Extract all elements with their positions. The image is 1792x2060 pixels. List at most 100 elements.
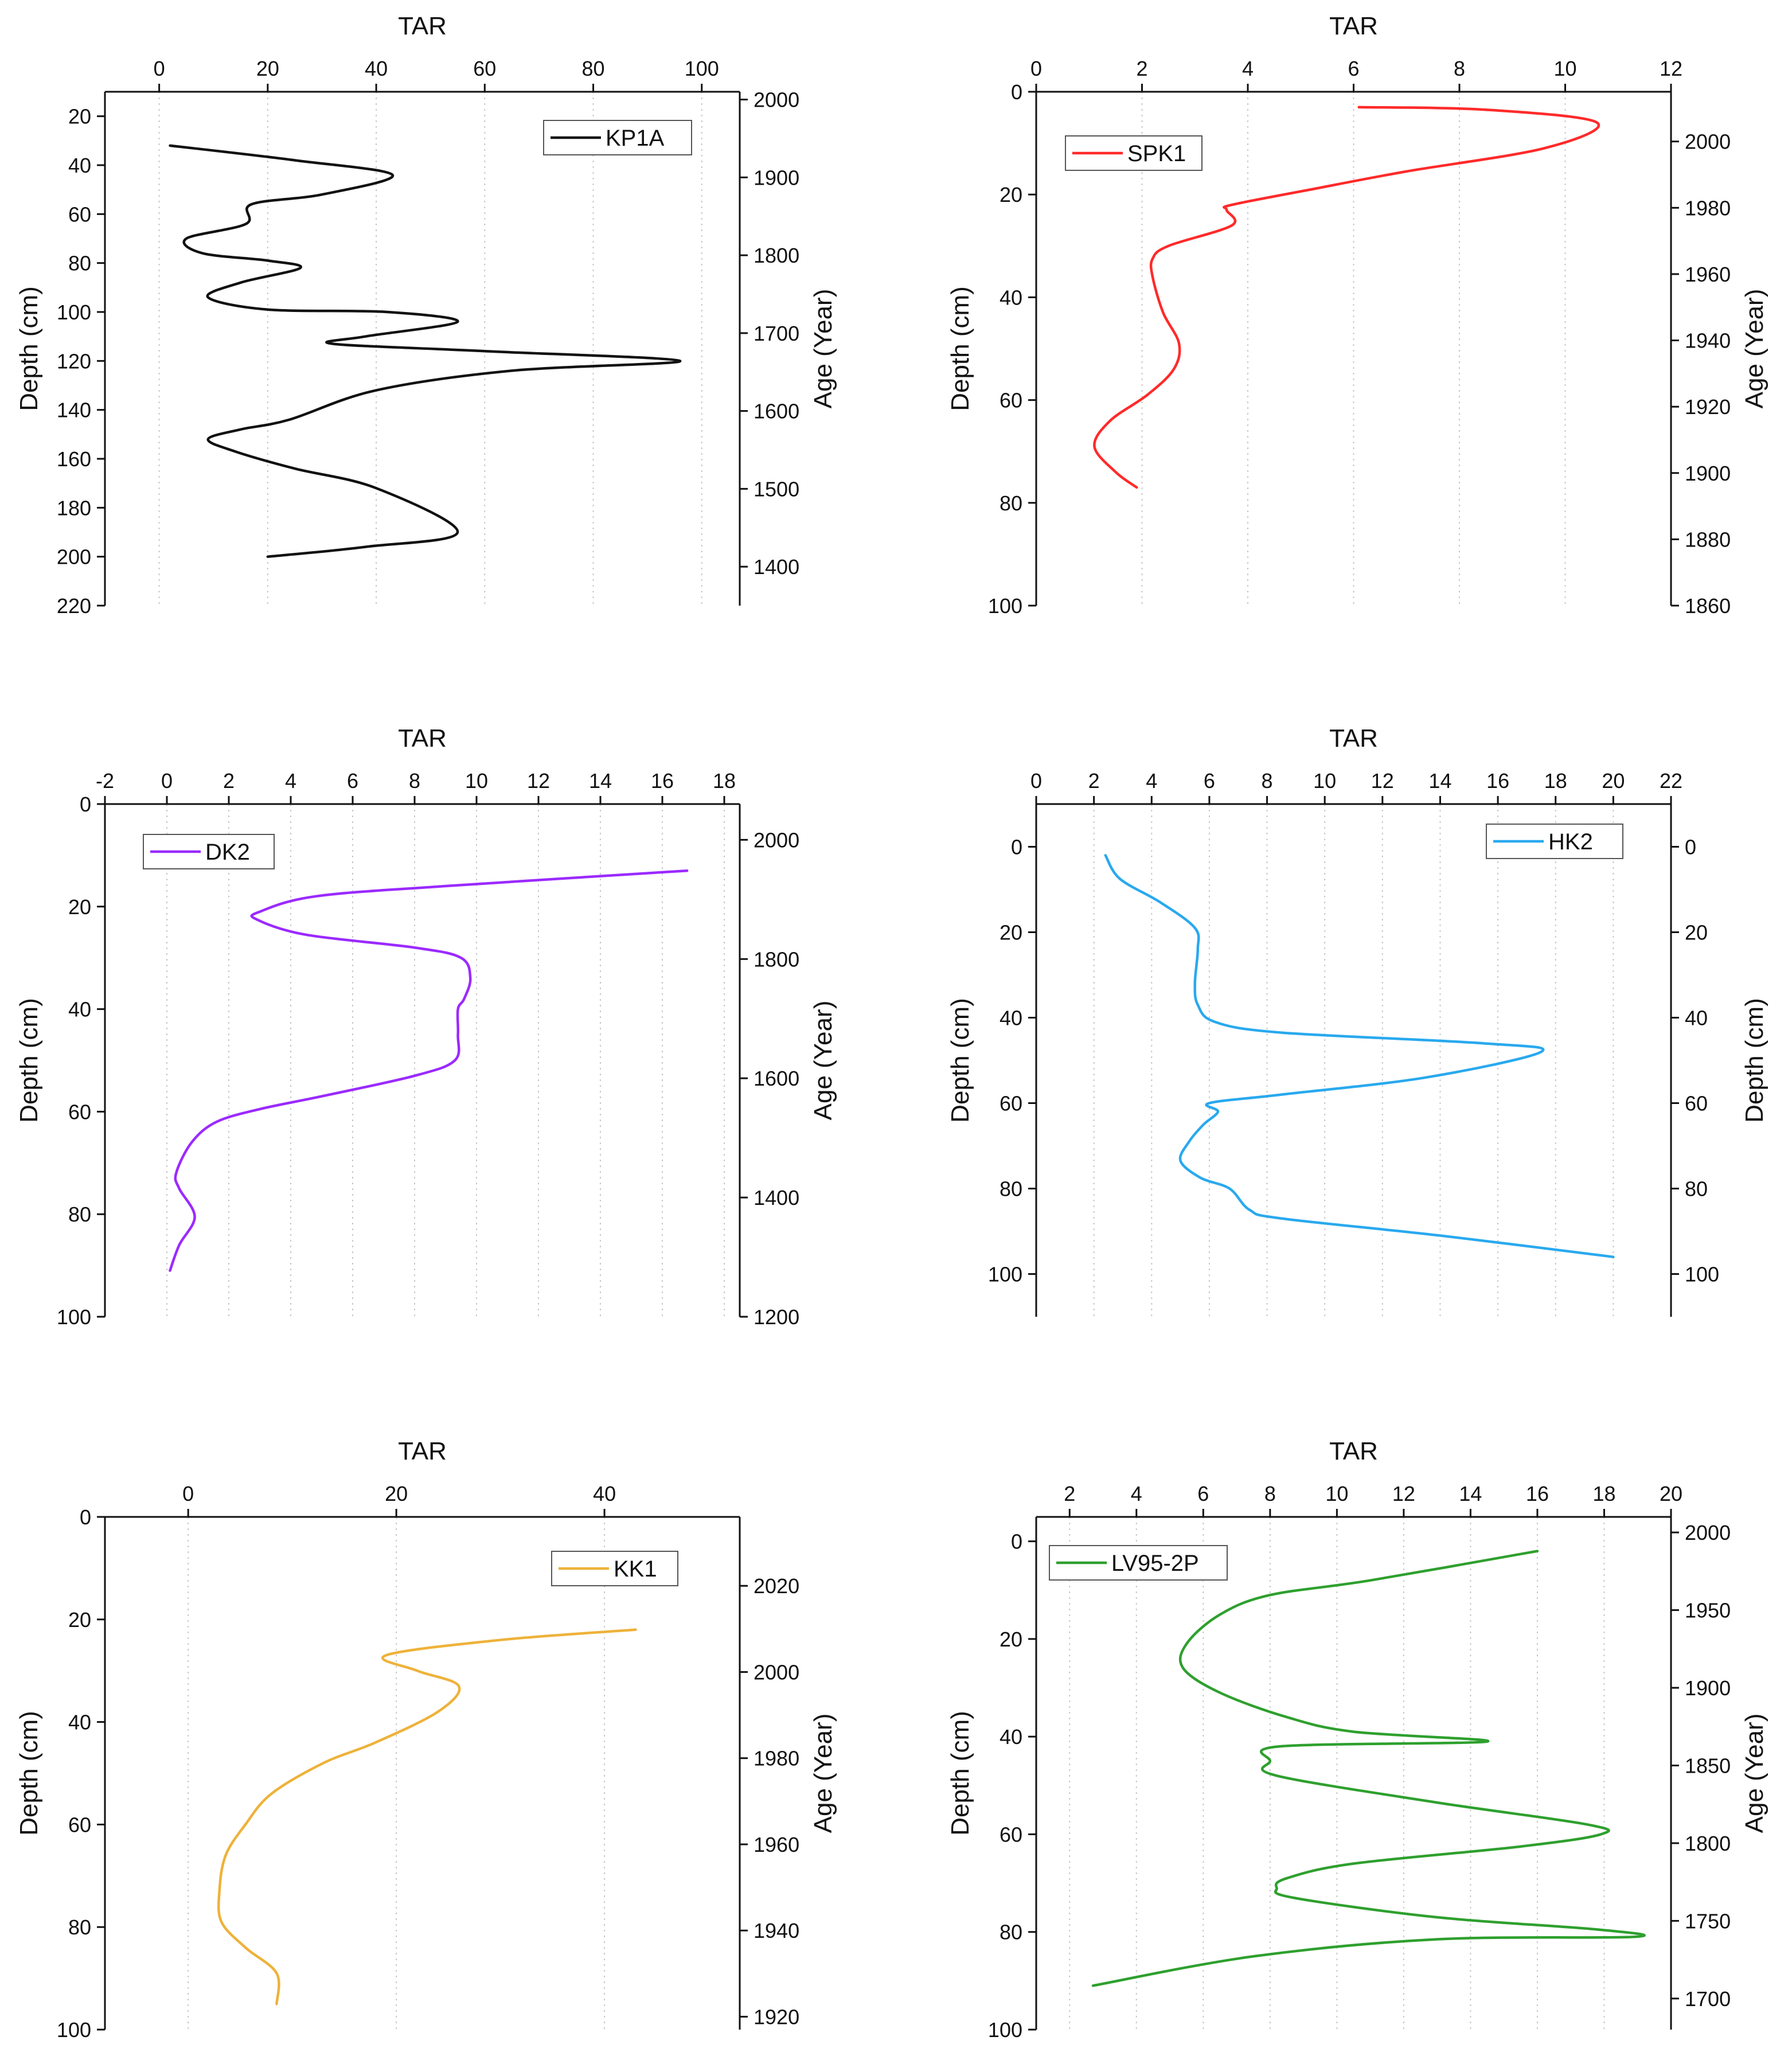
- y2-tick-label: 1920: [1685, 395, 1731, 419]
- y2-tick-label: 40: [1685, 1006, 1708, 1030]
- y-tick-label: 60: [68, 202, 91, 226]
- y-tick-label: 0: [80, 793, 91, 816]
- x-tick-label: -2: [96, 769, 114, 793]
- x-tick-label: 16: [1526, 1482, 1549, 1505]
- y-axis-title: Depth (cm): [946, 998, 974, 1123]
- y-tick-label: 40: [1000, 1725, 1022, 1749]
- y-tick-label: 0: [80, 1505, 91, 1529]
- x-tick-label: 0: [1030, 57, 1042, 80]
- y-tick-label: 60: [1000, 389, 1022, 412]
- y-axis-title: Depth (cm): [15, 998, 43, 1123]
- chart-panel-kk1: 0 20 40 TAR 0 20 40 60 80 100 Depth (cm) 2020 2000 19…: [15, 1437, 837, 2042]
- y-tick-label: 60: [68, 1813, 91, 1836]
- x-tick-label: 18: [713, 769, 736, 793]
- y-tick-label: 200: [57, 545, 91, 569]
- chart-panel-kp1a: 0 20 40 60 80 100 TAR 20 40 60 80 100 120 140 160 180 20…: [15, 12, 837, 618]
- y-tick-label: 80: [68, 1203, 91, 1226]
- y2-tick-label: 1900: [1685, 462, 1731, 485]
- y2-tick-label: 1700: [754, 322, 799, 345]
- y-tick-label: 100: [988, 2018, 1022, 2042]
- x-axis-title: TAR: [398, 724, 447, 752]
- x-tick-label: 0: [182, 1482, 194, 1505]
- y-tick-label: 140: [57, 399, 91, 422]
- y-tick-label: 20: [68, 1608, 91, 1632]
- x-tick-label: 16: [651, 769, 674, 793]
- y2-tick-label: 1200: [754, 1305, 799, 1329]
- y-axis-title: Depth (cm): [946, 286, 974, 411]
- x-tick-label: 4: [1242, 57, 1254, 80]
- chart-panel-lv95-2p: 2 4 6 8 10 12 14 16 18 20 TAR 0 20 40 60 80 100 Depth (cm…: [946, 1437, 1768, 2042]
- y2-tick-label: 1980: [754, 1747, 799, 1770]
- y-tick-label: 180: [57, 496, 91, 520]
- y2-tick-label: 1920: [754, 2005, 799, 2028]
- y2-tick-label: 1940: [754, 1919, 799, 1942]
- y-tick-label: 100: [57, 2018, 91, 2042]
- y-tick-label: 20: [1000, 921, 1022, 945]
- x-tick-label: 8: [1454, 57, 1465, 80]
- y2-axis-title: Age (Year): [1740, 1714, 1768, 1833]
- x-tick-label: 40: [365, 57, 388, 80]
- legend-label: DK2: [205, 840, 250, 865]
- y-tick-label: 40: [68, 998, 91, 1021]
- x-tick-label: 8: [1264, 1482, 1276, 1505]
- y2-tick-label: 1900: [1685, 1676, 1731, 1700]
- y2-tick-label: 2000: [754, 828, 799, 852]
- x-tick-label: 12: [1392, 1482, 1415, 1505]
- y-tick-label: 160: [57, 447, 91, 471]
- x-axis-title: TAR: [398, 1437, 447, 1465]
- y2-axis-title: Depth (cm): [1740, 998, 1768, 1123]
- y-tick-label: 20: [1000, 1628, 1022, 1651]
- x-tick-label: 6: [1204, 769, 1215, 793]
- y-axis-title: Depth (cm): [946, 1711, 974, 1836]
- x-tick-label: 0: [161, 769, 173, 793]
- y-tick-label: 80: [68, 1915, 91, 1939]
- x-tick-label: 0: [1030, 769, 1042, 793]
- legend-label: LV95-2P: [1111, 1551, 1199, 1576]
- y2-tick-label: 1600: [754, 400, 799, 423]
- x-tick-label: 10: [1313, 769, 1336, 793]
- x-tick-label: 100: [685, 57, 719, 80]
- y2-tick-label: 2000: [754, 88, 799, 112]
- y-tick-label: 40: [68, 154, 91, 177]
- y2-tick-label: 20: [1685, 921, 1708, 945]
- y-axis-title: Depth (cm): [15, 286, 43, 411]
- y2-tick-label: 1500: [754, 477, 799, 501]
- x-tick-label: 6: [1197, 1482, 1209, 1505]
- legend: LV95-2P: [1049, 1545, 1228, 1581]
- y2-tick-label: 2000: [754, 1660, 799, 1684]
- series-line-lv95-2p: [1091, 1550, 1646, 1987]
- x-tick-label: 6: [347, 769, 358, 793]
- y-axis-title: Depth (cm): [15, 1711, 43, 1836]
- y2-tick-label: 60: [1685, 1092, 1708, 1115]
- y2-tick-label: 80: [1685, 1177, 1708, 1201]
- x-tick-label: 14: [1428, 769, 1451, 793]
- legend-label: HK2: [1548, 829, 1593, 855]
- legend-label: KK1: [614, 1556, 657, 1582]
- y2-tick-label: 1850: [1685, 1754, 1731, 1777]
- y2-tick-label: 1800: [754, 244, 799, 267]
- y2-tick-label: 1750: [1685, 1909, 1731, 1933]
- y-tick-label: 60: [1000, 1092, 1022, 1115]
- y2-tick-label: 1700: [1685, 1987, 1731, 2011]
- x-tick-label: 80: [582, 57, 605, 80]
- x-tick-label: 2: [1136, 57, 1147, 80]
- legend-label: KP1A: [606, 126, 665, 151]
- x-tick-label: 2: [1064, 1482, 1075, 1505]
- x-tick-label: 4: [1131, 1482, 1142, 1505]
- y-tick-label: 80: [1000, 1177, 1022, 1201]
- y2-tick-label: 1400: [754, 555, 799, 579]
- y2-tick-label: 1800: [754, 947, 799, 971]
- series-line-spk1: [1093, 106, 1600, 489]
- x-tick-label: 8: [1262, 769, 1273, 793]
- x-tick-label: 40: [593, 1482, 616, 1505]
- y2-tick-label: 1880: [1685, 528, 1731, 551]
- x-tick-label: 12: [1660, 57, 1682, 80]
- y-tick-label: 40: [68, 1711, 91, 1734]
- y-tick-label: 80: [1000, 1921, 1022, 1944]
- y-tick-label: 100: [57, 301, 91, 324]
- legend: KP1A: [543, 120, 692, 155]
- y2-axis-title: Age (Year): [809, 1001, 837, 1121]
- x-axis-title: TAR: [398, 12, 447, 40]
- y2-tick-label: 1960: [754, 1833, 799, 1856]
- legend: SPK1: [1065, 135, 1203, 171]
